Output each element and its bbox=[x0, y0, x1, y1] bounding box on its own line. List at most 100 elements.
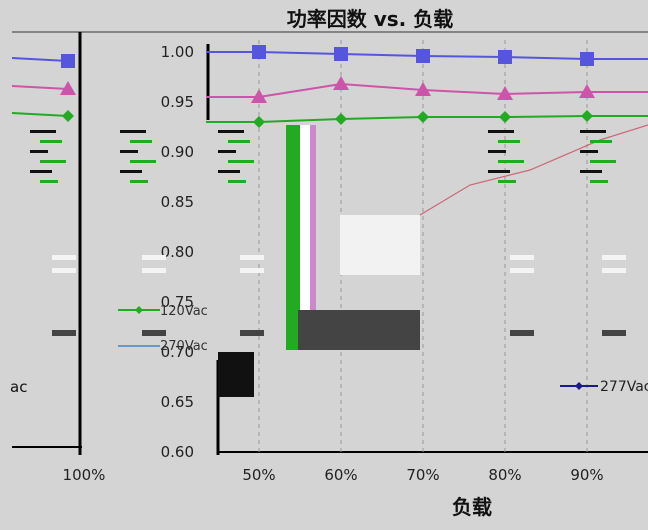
legend-277vac-marker bbox=[575, 382, 583, 390]
artifact-stripe bbox=[218, 170, 240, 173]
artifact-stripe bbox=[30, 150, 48, 153]
x-axis-ticks: 50% 60% 70% 80% 90% bbox=[242, 466, 603, 484]
data-point-marker bbox=[253, 116, 265, 128]
x-axis-title: 负载 bbox=[452, 495, 492, 519]
data-point-marker bbox=[580, 52, 594, 66]
data-point-marker bbox=[579, 84, 595, 98]
y-tick-label: 0.70 bbox=[161, 343, 194, 361]
artifact-stripe bbox=[40, 180, 58, 183]
artifact-stripe bbox=[580, 130, 606, 133]
data-point-marker bbox=[333, 76, 349, 90]
y-tick-label: 0.95 bbox=[161, 93, 194, 111]
data-point-marker bbox=[415, 82, 431, 96]
artifact-stripe bbox=[130, 160, 156, 163]
artifact-stripe bbox=[218, 150, 236, 153]
data-point-marker bbox=[334, 47, 348, 61]
artifact-stripe bbox=[240, 330, 264, 336]
data-point-marker bbox=[252, 45, 266, 59]
left-panel-series bbox=[11, 54, 76, 122]
artifact-stripe bbox=[130, 180, 148, 183]
legend-270vac-label: 270Vac bbox=[160, 339, 208, 354]
artifact-curve bbox=[419, 124, 648, 216]
artifact-stripe bbox=[40, 160, 66, 163]
artifact-stripe bbox=[488, 130, 514, 133]
data-point-marker bbox=[497, 86, 513, 100]
artifact-stripe bbox=[30, 130, 56, 133]
data-point-marker bbox=[417, 111, 429, 123]
legend-120vac: 120Vac bbox=[118, 304, 208, 319]
artifact-stripe bbox=[228, 160, 254, 163]
x-tick-label: 80% bbox=[488, 466, 521, 484]
artifact-stripe bbox=[590, 140, 612, 143]
data-point-marker bbox=[60, 81, 76, 95]
artifact-stripe bbox=[142, 255, 166, 260]
x-tick-label: 90% bbox=[570, 466, 603, 484]
artifact-stripe bbox=[240, 255, 264, 260]
artifact-stripe bbox=[40, 140, 62, 143]
artifact-stripe bbox=[498, 160, 524, 163]
data-point-marker bbox=[581, 110, 593, 122]
artifact-stripes bbox=[30, 130, 626, 336]
left-panel-tick-100: 100% bbox=[63, 466, 106, 484]
y-tick-label: 1.00 bbox=[161, 43, 194, 61]
x-tick-label: 60% bbox=[324, 466, 357, 484]
artifact-stripe bbox=[52, 268, 76, 273]
data-point-marker bbox=[499, 111, 511, 123]
y-tick-label: 0.80 bbox=[161, 243, 194, 261]
artifact-stripe bbox=[510, 330, 534, 336]
data-point-marker bbox=[416, 49, 430, 63]
artifact-dark-block bbox=[298, 310, 420, 350]
artifact-stripe bbox=[52, 330, 76, 336]
artifact-stripe bbox=[602, 330, 626, 336]
artifact-stripe bbox=[602, 255, 626, 260]
artifact-stripe bbox=[590, 160, 616, 163]
x-tick-label: 70% bbox=[406, 466, 439, 484]
data-point-marker bbox=[251, 89, 267, 103]
artifact-stripe bbox=[120, 170, 142, 173]
artifact-stripe bbox=[498, 180, 516, 183]
data-point-marker bbox=[335, 113, 347, 125]
y-axis-ticks: 1.00 0.95 0.90 0.85 0.80 0.75 0.70 0.65 0.60 bbox=[161, 43, 194, 461]
y-tick-label: 0.90 bbox=[161, 143, 194, 161]
left-partial-panel: 100% ac bbox=[10, 32, 105, 484]
artifact-stripe bbox=[52, 255, 76, 260]
artifact-stripe bbox=[240, 268, 264, 273]
artifact-stripe bbox=[602, 268, 626, 273]
artifact-stripe bbox=[228, 180, 246, 183]
left-series-line bbox=[11, 112, 69, 117]
y-tick-label: 0.85 bbox=[161, 193, 194, 211]
artifact-stripe bbox=[228, 140, 250, 143]
chart-title: 功率因数 vs. 负载 bbox=[287, 7, 453, 31]
data-point-marker bbox=[498, 50, 512, 64]
legend-270vac: 270Vac bbox=[118, 339, 208, 354]
legend-120vac-label: 120Vac bbox=[160, 304, 208, 319]
legend-277vac-label: 277Vac bbox=[600, 379, 648, 395]
artifact-stripe bbox=[120, 150, 138, 153]
y-tick-label: 0.60 bbox=[161, 443, 194, 461]
artifact-pink-bar bbox=[310, 125, 316, 350]
artifact-stripe bbox=[30, 170, 52, 173]
series-layer bbox=[206, 45, 648, 128]
artifact-stripe bbox=[488, 170, 510, 173]
legend-120vac-marker bbox=[135, 306, 143, 314]
data-point-marker bbox=[62, 110, 74, 122]
artifact-stripe bbox=[580, 150, 598, 153]
y-tick-label: 0.65 bbox=[161, 393, 194, 411]
x-tick-label: 50% bbox=[242, 466, 275, 484]
artifact-stripe bbox=[510, 255, 534, 260]
artifact-stripe bbox=[510, 268, 534, 273]
artifact-stripe bbox=[590, 180, 608, 183]
artifact-stripe bbox=[580, 170, 602, 173]
artifact-light-block bbox=[340, 215, 420, 275]
artifact-stripe bbox=[130, 140, 152, 143]
y-tick-label: 0.75 bbox=[161, 293, 194, 311]
artifact-stripe bbox=[218, 130, 244, 133]
render-artifacts bbox=[30, 124, 648, 397]
left-series-line bbox=[11, 57, 69, 62]
left-panel-legend-fragment: ac bbox=[10, 378, 27, 396]
artifact-stripe bbox=[142, 330, 166, 336]
artifact-stripe bbox=[498, 140, 520, 143]
left-series-line bbox=[11, 85, 69, 90]
